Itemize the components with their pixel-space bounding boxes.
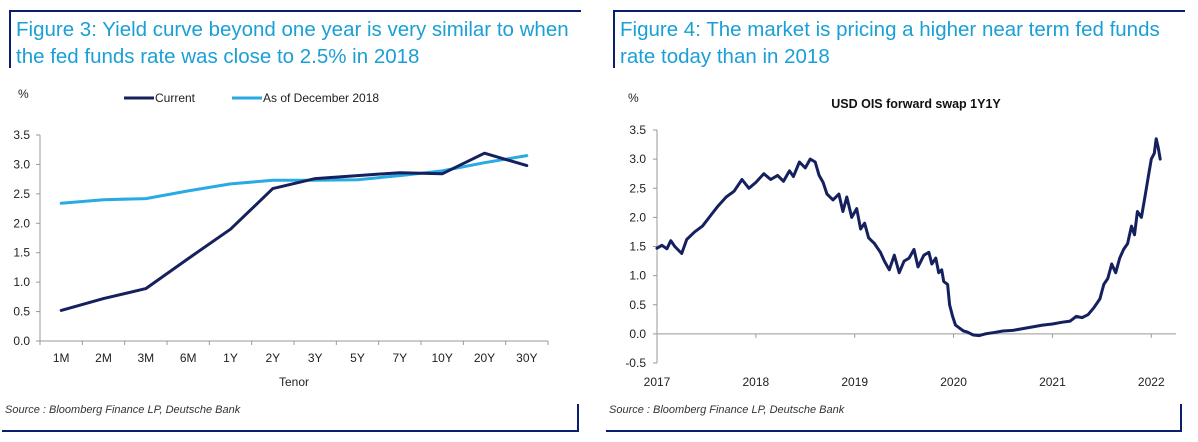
figure-3-source: Source : Bloomberg Finance LP, Deutsche … [5,404,241,416]
chart-subtitle: USD OIS forward swap 1Y1Y [831,97,1001,111]
series-line-usd-ois-1y1y [655,137,1162,338]
y-tick-label-0: -0.5 [625,356,646,370]
figure-4-chart: % USD OIS forward swap 1Y1Y -0.5 0.0 0.5 1.0 1… [625,91,1176,389]
y-tick-label-4: 1.5 [629,240,646,254]
y-tick-label-4: 2.0 [13,216,30,230]
x-tick-label-5Y: 5Y [350,351,365,365]
y-tick-label-3: 1.5 [13,246,30,260]
x-tick-label-3Y: 3Y [308,351,323,365]
x-tick-label-2020: 2020 [940,375,967,389]
figure-4-title: Figure 4: The market is pricing a higher… [620,18,1160,68]
figure-3-title-frame: Figure 3: Yield curve beyond one year is… [9,10,581,68]
x-tick-label-6M: 6M [180,351,197,365]
series-line-current [59,151,529,312]
x-tick-label-30Y: 30Y [516,351,537,365]
x-tick-label-3M: 3M [137,351,154,365]
figure-4-title-frame: Figure 4: The market is pricing a higher… [613,10,1185,68]
y-unit-label: % [628,91,639,105]
figure-3-panel: Figure 3: Yield curve beyond one year is… [0,0,590,442]
x-tick-label-7Y: 7Y [392,351,407,365]
y-tick-label-1: 0.0 [629,327,646,341]
figure-4-panel: Figure 4: The market is pricing a higher… [604,0,1198,442]
y-tick-label-5: 2.0 [629,210,646,224]
y-tick-label-7: 3.5 [13,128,30,142]
x-tick-label-2022: 2022 [1138,375,1165,389]
figure-4-bottom-tick [1180,404,1182,432]
x-tick-label-2017: 2017 [644,375,671,389]
x-tick-label-2019: 2019 [841,375,868,389]
figure-4-bottom-rule [606,430,1182,432]
y-unit-label: % [18,87,29,101]
y-tick-label-1: 0.5 [13,305,30,319]
figure-3-title: Figure 3: Yield curve beyond one year is… [16,18,569,68]
figure-3-bottom-tick [577,404,579,432]
x-tick-label-2018: 2018 [743,375,770,389]
x-axis-title: Tenor [279,375,309,389]
x-tick-label-1Y: 1Y [223,351,238,365]
y-tick-label-3: 1.0 [629,269,646,283]
figure-3-chart: % 0.0 0.5 1.0 1.5 2.0 2.5 3.0 3.5 1M 2M 3M 6M 1Y 2Y 3Y 5… [13,87,549,389]
x-tick-label-20Y: 20Y [474,351,495,365]
y-tick-label-2: 1.0 [13,275,30,289]
x-tick-label-2Y: 2Y [265,351,280,365]
x-tick-label-1M: 1M [53,351,70,365]
figure-4-source: Source : Bloomberg Finance LP, Deutsche … [609,404,845,416]
legend-label-0: Current [155,91,196,105]
y-tick-label-2: 0.5 [629,298,646,312]
y-tick-label-0: 0.0 [13,334,30,348]
legend-label-1: As of December 2018 [263,91,379,105]
y-tick-label-6: 2.5 [629,181,646,195]
y-tick-label-7: 3.0 [629,152,646,166]
y-tick-label-6: 3.0 [13,157,30,171]
y-tick-label-5: 2.5 [13,187,30,201]
x-tick-label-2021: 2021 [1039,375,1066,389]
x-tick-label-2M: 2M [95,351,112,365]
series-line-as-of-december-2018 [59,154,529,205]
x-tick-label-10Y: 10Y [431,351,452,365]
y-tick-label-8: 3.5 [629,123,646,137]
figure-3-bottom-rule [2,430,578,432]
